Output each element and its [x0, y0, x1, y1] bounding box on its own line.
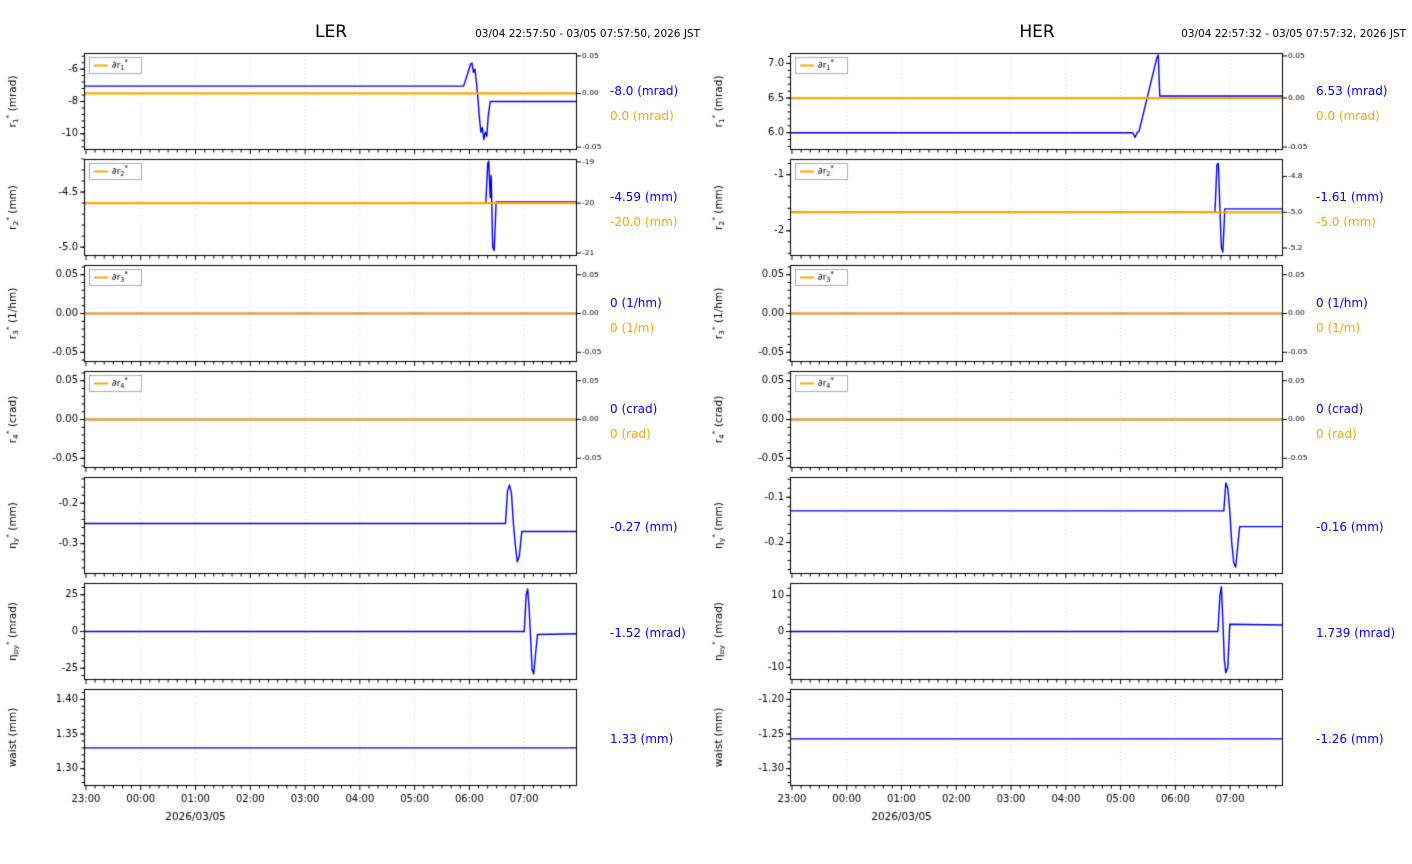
annotation-value-blue: -1.26 (mm) — [1316, 732, 1384, 746]
her-plots: 6.53 (mrad) 0.0 (mrad) -1.61 (mm) -5.0 (mm)… — [706, 50, 1410, 832]
ler-title: LER — [314, 22, 348, 42]
plot-value-annotations: 0 (crad) 0 (rad) — [1310, 368, 1410, 474]
annotation-value-blue: -8.0 (mrad) — [610, 83, 679, 98]
plot-value-annotations: 1.739 (mrad) — [1310, 580, 1410, 686]
plot-row-her-etay: -0.16 (mm) — [706, 474, 1410, 580]
plot-canvas-her-r4 — [706, 368, 1310, 474]
plot-value-annotations: -1.52 (mrad) — [604, 580, 704, 686]
her-timerange: 03/04 22:57:32 - 03/05 07:57:32, 2026 JS… — [1181, 28, 1406, 40]
plot-canvas-ler-etapy — [0, 580, 604, 686]
plot-value-annotations: -0.16 (mm) — [1310, 474, 1410, 580]
plot-canvas-her-etapy — [706, 580, 1310, 686]
plot-value-annotations: -0.27 (mm) — [604, 474, 704, 580]
plot-value-annotations: -1.26 (mm) — [1310, 686, 1410, 792]
annotation-value-orange: 0 (1/m) — [1316, 320, 1361, 335]
annotation-value-blue: 1.33 (mm) — [610, 732, 674, 746]
plot-row-her-r3: 0 (1/hm) 0 (1/m) — [706, 262, 1410, 368]
annotation-value-blue: 1.739 (mrad) — [1316, 626, 1396, 640]
plot-row-ler-r2: -4.59 (mm) -20.0 (mm) — [0, 156, 704, 262]
plot-canvas-ler-r1 — [0, 50, 604, 156]
plot-canvas-ler-r3 — [0, 262, 604, 368]
plot-row-ler-etapy: -1.52 (mrad) — [0, 580, 704, 686]
plot-value-annotations: 0 (crad) 0 (rad) — [604, 368, 704, 474]
plot-value-annotations: -4.59 (mm) -20.0 (mm) — [604, 156, 704, 262]
plot-row-ler-waist: 1.33 (mm) — [0, 686, 704, 832]
ler-header: LER 03/04 22:57:50 - 03/05 07:57:50, 202… — [0, 6, 704, 50]
plot-canvas-her-r2 — [706, 156, 1310, 262]
annotation-value-blue: -1.61 (mm) — [1316, 189, 1384, 204]
plot-value-annotations: 0 (1/hm) 0 (1/m) — [1310, 262, 1410, 368]
plot-canvas-ler-waist — [0, 686, 604, 832]
her-title: HER — [1019, 22, 1055, 42]
annotation-value-blue: 0 (crad) — [610, 401, 658, 416]
plot-value-annotations: 0 (1/hm) 0 (1/m) — [604, 262, 704, 368]
plot-canvas-her-waist — [706, 686, 1310, 832]
annotation-value-blue: -4.59 (mm) — [610, 189, 678, 204]
plot-canvas-her-r1 — [706, 50, 1310, 156]
plot-value-annotations: 6.53 (mrad) 0.0 (mrad) — [1310, 50, 1410, 156]
plot-value-annotations: -1.61 (mm) -5.0 (mm) — [1310, 156, 1410, 262]
plot-row-ler-r4: 0 (crad) 0 (rad) — [0, 368, 704, 474]
plot-canvas-ler-etay — [0, 474, 604, 580]
plot-row-ler-etay: -0.27 (mm) — [0, 474, 704, 580]
plot-canvas-ler-r2 — [0, 156, 604, 262]
annotation-value-orange: 0.0 (mrad) — [1316, 108, 1380, 123]
plot-canvas-ler-r4 — [0, 368, 604, 474]
annotation-value-orange: 0.0 (mrad) — [610, 108, 674, 123]
annotation-value-blue: 6.53 (mrad) — [1316, 83, 1388, 98]
plot-row-her-waist: -1.26 (mm) — [706, 686, 1410, 832]
ler-plots: -8.0 (mrad) 0.0 (mrad) -4.59 (mm) -20.0 (mm… — [0, 50, 704, 832]
her-header: HER 03/04 22:57:32 - 03/05 07:57:32, 202… — [706, 6, 1410, 50]
plot-canvas-her-etay — [706, 474, 1310, 580]
column-ler: LER 03/04 22:57:50 - 03/05 07:57:50, 202… — [0, 6, 704, 832]
annotation-value-blue: -0.16 (mm) — [1316, 520, 1384, 534]
annotation-value-blue: -1.52 (mrad) — [610, 626, 686, 640]
column-her: HER 03/04 22:57:32 - 03/05 07:57:32, 202… — [706, 6, 1410, 832]
annotation-value-blue: -0.27 (mm) — [610, 520, 678, 534]
plot-row-her-r1: 6.53 (mrad) 0.0 (mrad) — [706, 50, 1410, 156]
annotation-value-orange: -5.0 (mm) — [1316, 214, 1376, 229]
plot-row-her-etapy: 1.739 (mrad) — [706, 580, 1410, 686]
annotation-value-orange: 0 (rad) — [610, 426, 651, 441]
plot-value-annotations: 1.33 (mm) — [604, 686, 704, 792]
plot-row-ler-r3: 0 (1/hm) 0 (1/m) — [0, 262, 704, 368]
plot-value-annotations: -8.0 (mrad) 0.0 (mrad) — [604, 50, 704, 156]
annotation-value-orange: 0 (rad) — [1316, 426, 1357, 441]
plot-canvas-her-r3 — [706, 262, 1310, 368]
plot-row-her-r2: -1.61 (mm) -5.0 (mm) — [706, 156, 1410, 262]
plot-row-her-r4: 0 (crad) 0 (rad) — [706, 368, 1410, 474]
ler-timerange: 03/04 22:57:50 - 03/05 07:57:50, 2026 JS… — [475, 28, 700, 40]
annotation-value-blue: 0 (1/hm) — [1316, 295, 1368, 310]
annotation-value-orange: -20.0 (mm) — [610, 214, 678, 229]
plot-row-ler-r1: -8.0 (mrad) 0.0 (mrad) — [0, 50, 704, 156]
annotation-value-blue: 0 (1/hm) — [610, 295, 662, 310]
annotation-value-blue: 0 (crad) — [1316, 401, 1364, 416]
annotation-value-orange: 0 (1/m) — [610, 320, 655, 335]
optics-monitor-page: LER 03/04 22:57:50 - 03/05 07:57:50, 202… — [0, 6, 1410, 832]
